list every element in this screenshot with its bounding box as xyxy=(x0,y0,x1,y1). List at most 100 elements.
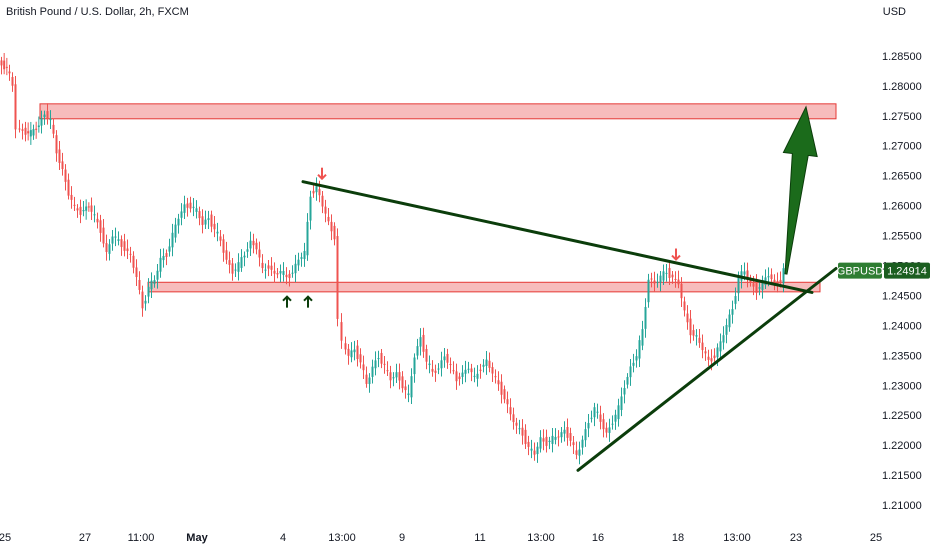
candle-body xyxy=(632,362,635,366)
candle-body xyxy=(419,337,422,347)
candle-body xyxy=(413,357,416,375)
candle-body xyxy=(120,239,123,247)
candle-body xyxy=(216,231,219,234)
candle-body xyxy=(629,366,632,378)
candle-body xyxy=(392,377,395,379)
candle-body xyxy=(79,206,82,215)
candle-body xyxy=(449,364,452,366)
candle-body xyxy=(656,281,659,283)
candle-body xyxy=(252,240,255,246)
candle-body xyxy=(126,248,129,252)
candle-body xyxy=(680,283,683,299)
candle-body xyxy=(141,291,144,309)
zones-layer xyxy=(39,103,837,293)
y-tick-label: 1.28500 xyxy=(882,51,922,63)
x-tick-label: 27 xyxy=(79,532,91,544)
candle-body xyxy=(773,279,776,283)
candle-body xyxy=(180,211,183,218)
candle-body xyxy=(55,135,58,154)
candle-body xyxy=(584,429,587,441)
candle-body xyxy=(590,417,593,419)
candle-body xyxy=(171,232,174,248)
candle-body xyxy=(315,186,318,193)
candle-body xyxy=(761,280,764,290)
candle-body xyxy=(255,242,258,250)
candle-body xyxy=(0,60,3,66)
candle-body xyxy=(644,306,647,329)
candles-layer xyxy=(0,52,785,465)
target-arrow xyxy=(782,105,818,275)
candle-body xyxy=(683,301,686,311)
candle-body xyxy=(416,346,419,356)
candle-body xyxy=(533,450,536,455)
candle-body xyxy=(446,353,449,363)
candle-body xyxy=(578,449,581,456)
candle-body xyxy=(731,309,734,315)
y-tick-label: 1.21500 xyxy=(882,470,922,482)
candle-body xyxy=(49,119,52,121)
candle-body xyxy=(35,128,38,130)
candle-body xyxy=(168,246,171,252)
candle-body xyxy=(599,414,602,422)
candle-body xyxy=(524,429,527,444)
candle-body xyxy=(246,249,249,252)
candle-body xyxy=(536,446,539,455)
candle-body xyxy=(725,324,728,335)
candle-body xyxy=(156,270,159,280)
candle-body xyxy=(458,376,461,380)
candle-body xyxy=(356,345,359,360)
candle-body xyxy=(18,128,21,130)
candle-body xyxy=(99,220,102,233)
candle-body xyxy=(174,224,177,238)
candle-body xyxy=(467,368,470,370)
candle-body xyxy=(371,366,374,377)
candle-body xyxy=(288,273,291,279)
y-tick-label: 1.22500 xyxy=(882,410,922,422)
candle-body xyxy=(545,436,548,446)
y-tick-label: 1.25500 xyxy=(882,231,922,243)
candle-body xyxy=(234,269,237,271)
candle-body xyxy=(473,375,476,377)
candle-body xyxy=(377,358,380,360)
candle-body xyxy=(204,219,207,225)
candle-body xyxy=(521,427,524,436)
candle-body xyxy=(734,296,737,304)
resistance-zone-2 xyxy=(147,281,821,293)
candle-body xyxy=(422,334,425,352)
x-tick-label: 23 xyxy=(790,532,802,544)
candle-body xyxy=(240,257,243,268)
candle-body xyxy=(24,127,27,135)
candle-body xyxy=(213,223,216,230)
y-axis: 1.28500 1.28000 1.27500 1.27000 1.26500 1.260… xyxy=(882,51,922,512)
candle-body xyxy=(383,363,386,365)
candle-body xyxy=(596,411,599,413)
candle-body xyxy=(294,263,297,274)
candle-body xyxy=(569,433,572,441)
candle-body xyxy=(264,269,267,271)
candle-body xyxy=(195,208,198,212)
candle-body xyxy=(347,348,350,356)
candle-body xyxy=(303,251,306,260)
candle-body xyxy=(243,255,246,258)
candle-body xyxy=(401,376,404,389)
candle-body xyxy=(123,241,126,251)
candle-body xyxy=(61,161,64,170)
candle-body xyxy=(150,280,153,290)
candle-body xyxy=(374,360,377,369)
candle-body xyxy=(76,208,79,211)
candle-body xyxy=(3,60,6,70)
trendlines-layer xyxy=(301,105,838,472)
x-tick-label: May xyxy=(186,532,208,544)
candle-body xyxy=(581,439,584,448)
candle-body xyxy=(52,124,55,134)
candle-body xyxy=(291,272,294,274)
candle-body xyxy=(668,268,671,278)
candle-body xyxy=(318,189,321,196)
candle-body xyxy=(225,250,228,260)
candle-body xyxy=(575,450,578,455)
candle-body xyxy=(407,393,410,396)
candle-body xyxy=(404,386,407,391)
candle-body xyxy=(114,236,117,238)
candle-body xyxy=(27,131,30,134)
